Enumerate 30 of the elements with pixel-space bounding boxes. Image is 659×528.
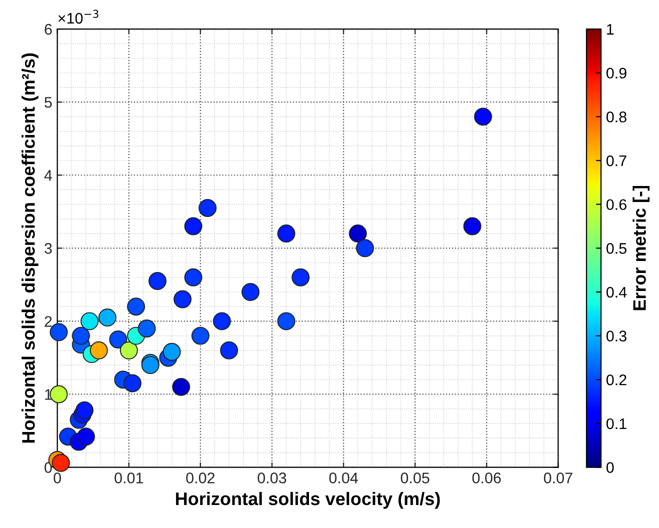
x-tick-label: 0.05 [400, 472, 430, 484]
x-tick-label: 0.02 [186, 472, 215, 484]
x-tick-label: 0.06 [472, 472, 501, 484]
color-bar-label: 0.1 [606, 418, 626, 430]
x-tick-label: 0.03 [258, 472, 286, 484]
x-tick-label: 0 [54, 472, 61, 484]
x-tick-label: 0.01 [114, 472, 144, 484]
color-bar-label: 1 [607, 24, 614, 35]
point [148, 272, 166, 290]
color-bar-title: Error metric [-] [632, 186, 650, 310]
x-tick-label: 0.07 [544, 472, 572, 484]
color-bar-label: 0.4 [606, 286, 627, 298]
text: ×10$^{−3}$ [58, 10, 98, 24]
x-tick-label: 0.04 [329, 472, 358, 484]
y-tick-label: 2 [44, 316, 52, 327]
point [52, 454, 70, 472]
color-bar-label: 0.5 [606, 243, 626, 254]
y-tick-label: 5 [44, 97, 52, 108]
y-tick-label: 4 [44, 170, 52, 181]
color-bar-label: 0.2 [606, 374, 626, 386]
x-axis-title: Horizontal solids velocity (m/s) [176, 492, 440, 509]
y-tick-label: 3 [44, 243, 52, 254]
color-bar-label: 0.3 [606, 330, 626, 342]
color-bar-label: 0.8 [606, 112, 626, 122]
y-axis-title: Horizontal solids dispersion coefficient (m²/s) [22, 53, 38, 443]
color-bar-label: 0.7 [606, 155, 626, 166]
color-bar-label: 0.6 [606, 199, 626, 210]
color-bar-label: 0 [606, 462, 614, 473]
y-tick-label: 6 [44, 24, 52, 35]
color-bar-label: 0.9 [606, 68, 626, 79]
